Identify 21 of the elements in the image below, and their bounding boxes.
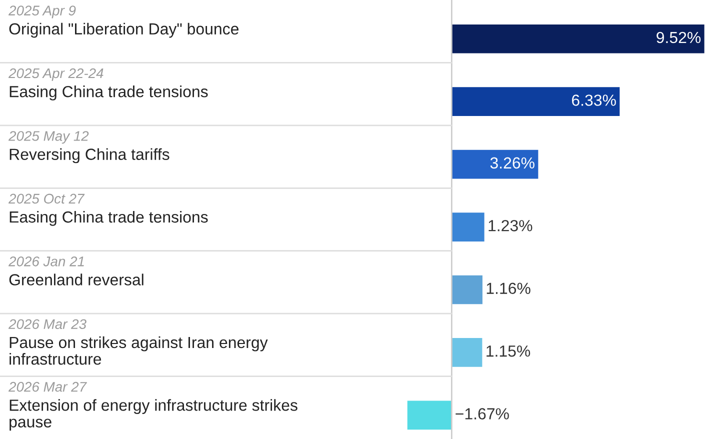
y-tick-label: 2025 Oct 27 Easing China trade tensions [8,194,208,226]
data-label: 1.23% [488,220,532,232]
y-tick-label: 2025 Apr 22-24 Easing China trade tensions [8,68,208,100]
data-label: 6.33% [572,94,616,106]
bar [452,338,482,367]
y-tick-label: 2026 Jan 21 Greenland reversal [8,256,144,286]
bar [452,87,620,116]
y-tick-label: 2026 Mar 23 Pause on strikes against Iran energy infrastructure [8,319,268,365]
data-label: 1.16% [486,282,530,294]
bar [452,150,538,179]
bar [452,275,482,304]
bar [452,212,484,242]
bar [407,400,452,430]
y-tick-label: 2025 Apr 9 Original "Liberation Day" bounce [8,6,238,38]
data-label: 9.52% [656,32,701,44]
data-label: 1.15% [486,346,530,357]
y-tick-label: 2025 May 12 Reversing China tariffs [8,131,170,164]
y-tick-label: 2026 Mar 27 Extension of energy infrastructure strikes pause [8,382,298,431]
data-label: 3.26% [490,157,534,169]
data-label: −1.67% [456,408,509,420]
bar [452,24,704,54]
